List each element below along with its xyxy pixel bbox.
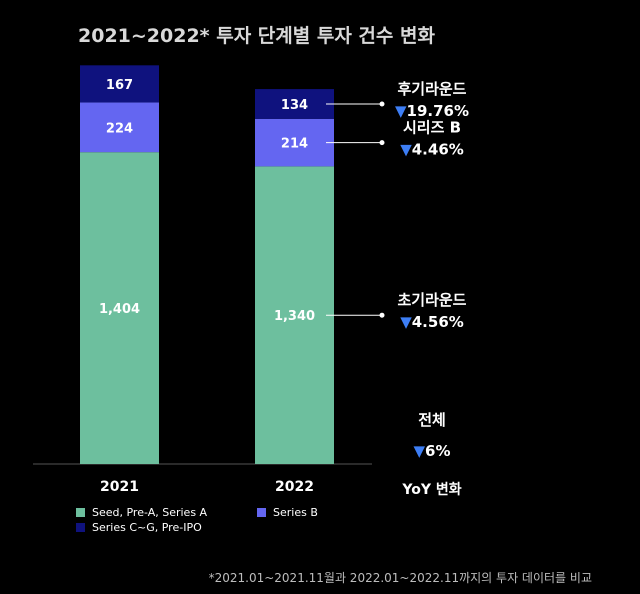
bar-segment-2021-series-2: [80, 102, 159, 153]
annotation-label-3: 초기라운드: [397, 291, 466, 309]
bar-value-label-2022-series-3: 134: [281, 98, 308, 113]
bar-segment-2022-series-3: [255, 89, 334, 119]
annotation-dot-2: [379, 140, 385, 146]
annotation-label-2: 시리즈 B: [403, 119, 461, 137]
annotation-change-3: ▼4.56%: [400, 313, 464, 331]
legend-swatch-2: [257, 508, 266, 517]
bar-value-label-2021-series-1: 1,404: [99, 302, 140, 317]
legend-swatch-1: [76, 508, 85, 517]
bar-value-label-2021-series-3: 167: [106, 78, 133, 93]
annotation-dot-3: [379, 312, 385, 318]
bar-value-label-2022-series-1: 1,340: [274, 309, 315, 324]
bar-value-label-2022-series-2: 214: [281, 137, 308, 152]
legend-label-1: Seed, Pre-A, Series A: [92, 506, 208, 519]
bar-segment-2022-series-1: [255, 166, 334, 464]
annotation-dot-1: [379, 101, 385, 107]
bar-segment-2021-series-1: [80, 152, 159, 464]
legend-swatch-3: [76, 523, 85, 532]
yoy-label: YoY 변화: [401, 482, 461, 498]
annotation-label-1: 후기라운드: [397, 80, 466, 98]
legend-label-2: Series B: [273, 506, 318, 519]
chart-title: 2021~2022* 투자 단계별 투자 건수 변화: [78, 25, 435, 47]
annotation-change-1: ▼19.76%: [395, 102, 469, 120]
total-label: 전체: [418, 411, 446, 429]
x-tick-label-2021: 2021: [100, 479, 139, 495]
bar-segment-2022-series-2: [255, 118, 334, 167]
annotation-change-2: ▼4.46%: [400, 141, 464, 159]
bar-value-label-2021-series-2: 224: [106, 121, 133, 136]
x-tick-label-2022: 2022: [275, 479, 314, 495]
total-change: ▼6%: [413, 442, 450, 460]
footnote: *2021.01~2021.11월과 2022.01~2022.11까지의 투자…: [209, 571, 592, 585]
legend-label-3: Series C~G, Pre-IPO: [92, 521, 202, 534]
bar-segment-2021-series-3: [80, 65, 159, 103]
